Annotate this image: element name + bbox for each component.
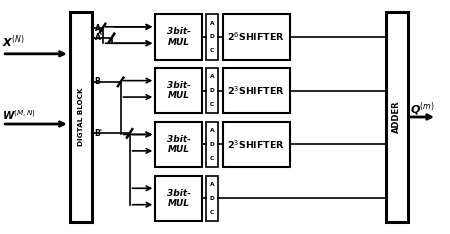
Text: $\boldsymbol{X}^{(N)}$: $\boldsymbol{X}^{(N)}$: [2, 34, 25, 50]
FancyBboxPatch shape: [70, 12, 92, 222]
FancyBboxPatch shape: [206, 176, 218, 221]
Text: 3bit-
MUL: 3bit- MUL: [167, 81, 191, 100]
Text: A: A: [210, 74, 214, 80]
FancyBboxPatch shape: [155, 68, 202, 113]
Text: ADDER: ADDER: [392, 101, 401, 133]
FancyBboxPatch shape: [223, 68, 290, 113]
FancyBboxPatch shape: [155, 122, 202, 167]
Text: 2$^3$SHIFTER: 2$^3$SHIFTER: [227, 84, 286, 97]
Text: DIGTAL BLOCK: DIGTAL BLOCK: [78, 88, 84, 146]
Text: B: B: [94, 77, 100, 86]
FancyBboxPatch shape: [223, 122, 290, 167]
Text: C: C: [210, 102, 214, 107]
Text: A: A: [210, 128, 214, 133]
Text: A: A: [210, 182, 214, 187]
Text: D: D: [210, 142, 214, 147]
Text: D: D: [210, 196, 214, 201]
Text: A: A: [210, 21, 214, 26]
Text: C: C: [210, 156, 214, 161]
FancyBboxPatch shape: [155, 14, 202, 60]
FancyBboxPatch shape: [223, 14, 290, 60]
Text: 2$^3$SHIFTER: 2$^3$SHIFTER: [227, 138, 286, 151]
FancyBboxPatch shape: [206, 122, 218, 167]
Text: 2$^6$SHIFTER: 2$^6$SHIFTER: [227, 31, 286, 43]
Text: D: D: [210, 34, 214, 39]
FancyBboxPatch shape: [155, 176, 202, 221]
Text: D: D: [210, 88, 214, 93]
Text: $\boldsymbol{Q}^{(m)}$: $\boldsymbol{Q}^{(m)}$: [410, 100, 435, 118]
FancyBboxPatch shape: [206, 68, 218, 113]
Text: 3bit-
MUL: 3bit- MUL: [167, 135, 191, 154]
Text: C: C: [210, 209, 214, 215]
Text: A: A: [94, 24, 100, 33]
Text: 3bit-
MUL: 3bit- MUL: [167, 189, 191, 208]
Text: $\boldsymbol{W}^{(M,N)}$: $\boldsymbol{W}^{(M,N)}$: [2, 108, 36, 121]
Text: 3bit-
MUL: 3bit- MUL: [167, 27, 191, 47]
FancyBboxPatch shape: [386, 12, 408, 222]
FancyBboxPatch shape: [206, 14, 218, 60]
Text: B': B': [94, 129, 103, 138]
Text: C: C: [210, 48, 214, 53]
Text: A': A': [94, 33, 103, 42]
